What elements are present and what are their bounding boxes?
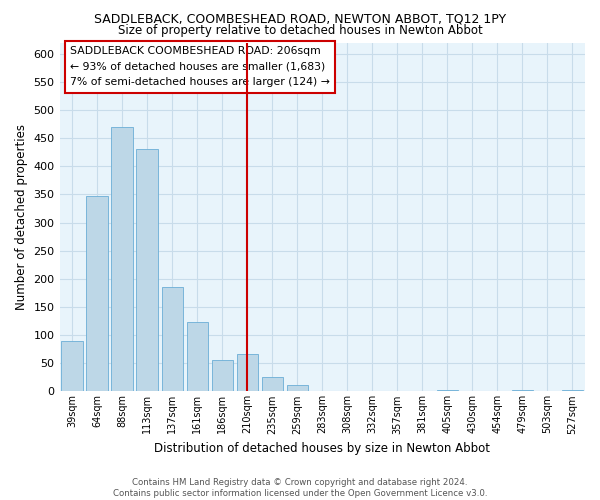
Bar <box>262 378 283 392</box>
Bar <box>136 150 158 392</box>
Y-axis label: Number of detached properties: Number of detached properties <box>15 124 28 310</box>
Bar <box>236 354 258 392</box>
Bar <box>512 390 533 392</box>
Bar <box>562 390 583 392</box>
X-axis label: Distribution of detached houses by size in Newton Abbot: Distribution of detached houses by size … <box>154 442 490 455</box>
Bar <box>287 384 308 392</box>
Text: Contains HM Land Registry data © Crown copyright and database right 2024.
Contai: Contains HM Land Registry data © Crown c… <box>113 478 487 498</box>
Bar <box>212 360 233 392</box>
Bar <box>161 288 183 392</box>
Text: SADDLEBACK COOMBESHEAD ROAD: 206sqm
← 93% of detached houses are smaller (1,683): SADDLEBACK COOMBESHEAD ROAD: 206sqm ← 93… <box>70 46 330 87</box>
Text: Size of property relative to detached houses in Newton Abbot: Size of property relative to detached ho… <box>118 24 482 37</box>
Bar <box>86 196 108 392</box>
Bar <box>61 340 83 392</box>
Text: SADDLEBACK, COOMBESHEAD ROAD, NEWTON ABBOT, TQ12 1PY: SADDLEBACK, COOMBESHEAD ROAD, NEWTON ABB… <box>94 12 506 26</box>
Bar <box>437 390 458 392</box>
Bar <box>187 322 208 392</box>
Bar <box>112 127 133 392</box>
